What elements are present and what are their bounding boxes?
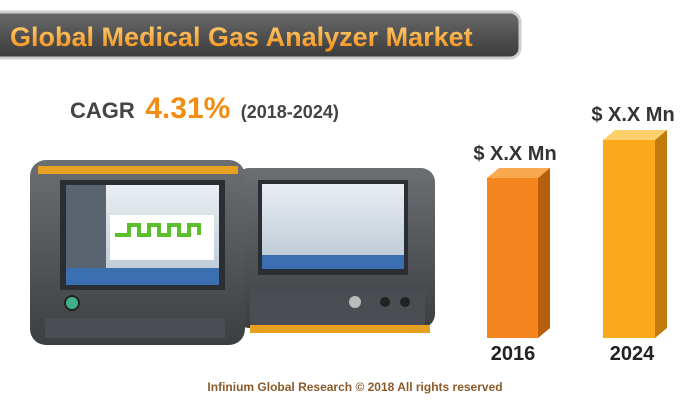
- cagr-label: CAGR: [70, 98, 135, 123]
- cagr-period: (2018-2024): [241, 102, 339, 122]
- bar-year: 2024: [610, 343, 655, 365]
- bar-2024: [603, 130, 667, 338]
- cagr: CAGR 4.31% (2018-2024): [70, 92, 339, 125]
- device-rear: [235, 168, 435, 333]
- device-front: [30, 160, 245, 345]
- bar-year: 2016: [491, 343, 536, 365]
- cagr-value: 4.31%: [145, 92, 230, 125]
- bar-label: $ X.X Mn: [473, 143, 556, 165]
- title: Global Medical Gas Analyzer Market: [10, 22, 473, 52]
- bar-label: $ X.X Mn: [591, 104, 674, 126]
- footer: Infinium Global Research © 2018 All righ…: [207, 380, 502, 394]
- title-banner: [0, 10, 522, 60]
- bar-2016: [487, 168, 550, 338]
